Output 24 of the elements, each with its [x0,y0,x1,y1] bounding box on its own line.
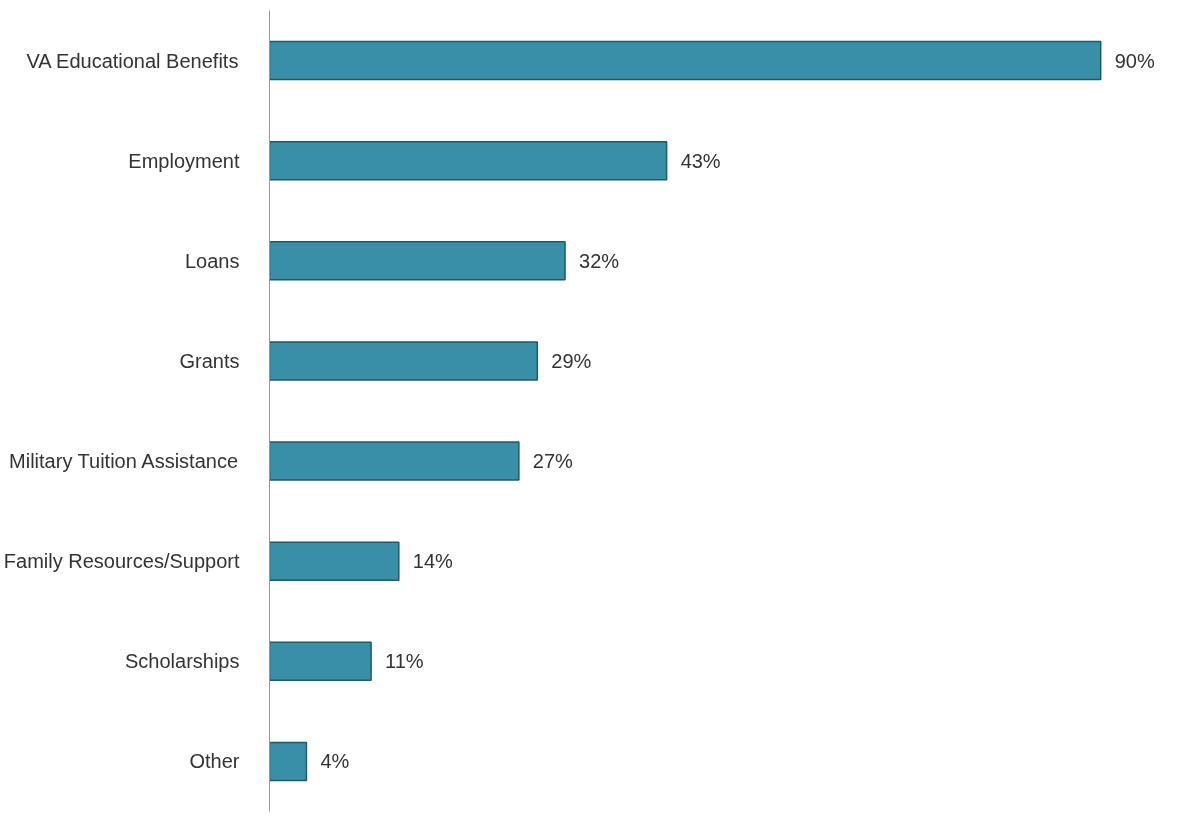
y-tick-label: Other [189,750,240,773]
y-tick-label: Military Tuition Assistance [9,450,239,473]
bar [269,341,539,381]
bar [269,40,1102,81]
bar [269,541,400,581]
data-label: 90% [1114,49,1155,72]
data-label: 4% [320,750,350,773]
data-label: 29% [551,349,592,372]
data-label: 11% [385,650,424,673]
bar [269,641,372,682]
y-tick-label: Grants [179,349,240,372]
y-tick-label: VA Educational Benefits [26,49,239,72]
bar [269,741,308,782]
data-label: 43% [680,149,721,172]
data-label: 32% [579,249,620,272]
bar [269,140,668,181]
bar [269,441,520,481]
y-tick-label: Loans [185,249,240,272]
bar [269,241,566,281]
y-tick-label: Family Resources/Support [3,550,240,573]
data-label: 27% [532,450,574,473]
data-label: 14% [412,550,454,573]
y-tick-label: Scholarships [125,650,240,673]
y-tick-label: Employment [128,149,240,172]
